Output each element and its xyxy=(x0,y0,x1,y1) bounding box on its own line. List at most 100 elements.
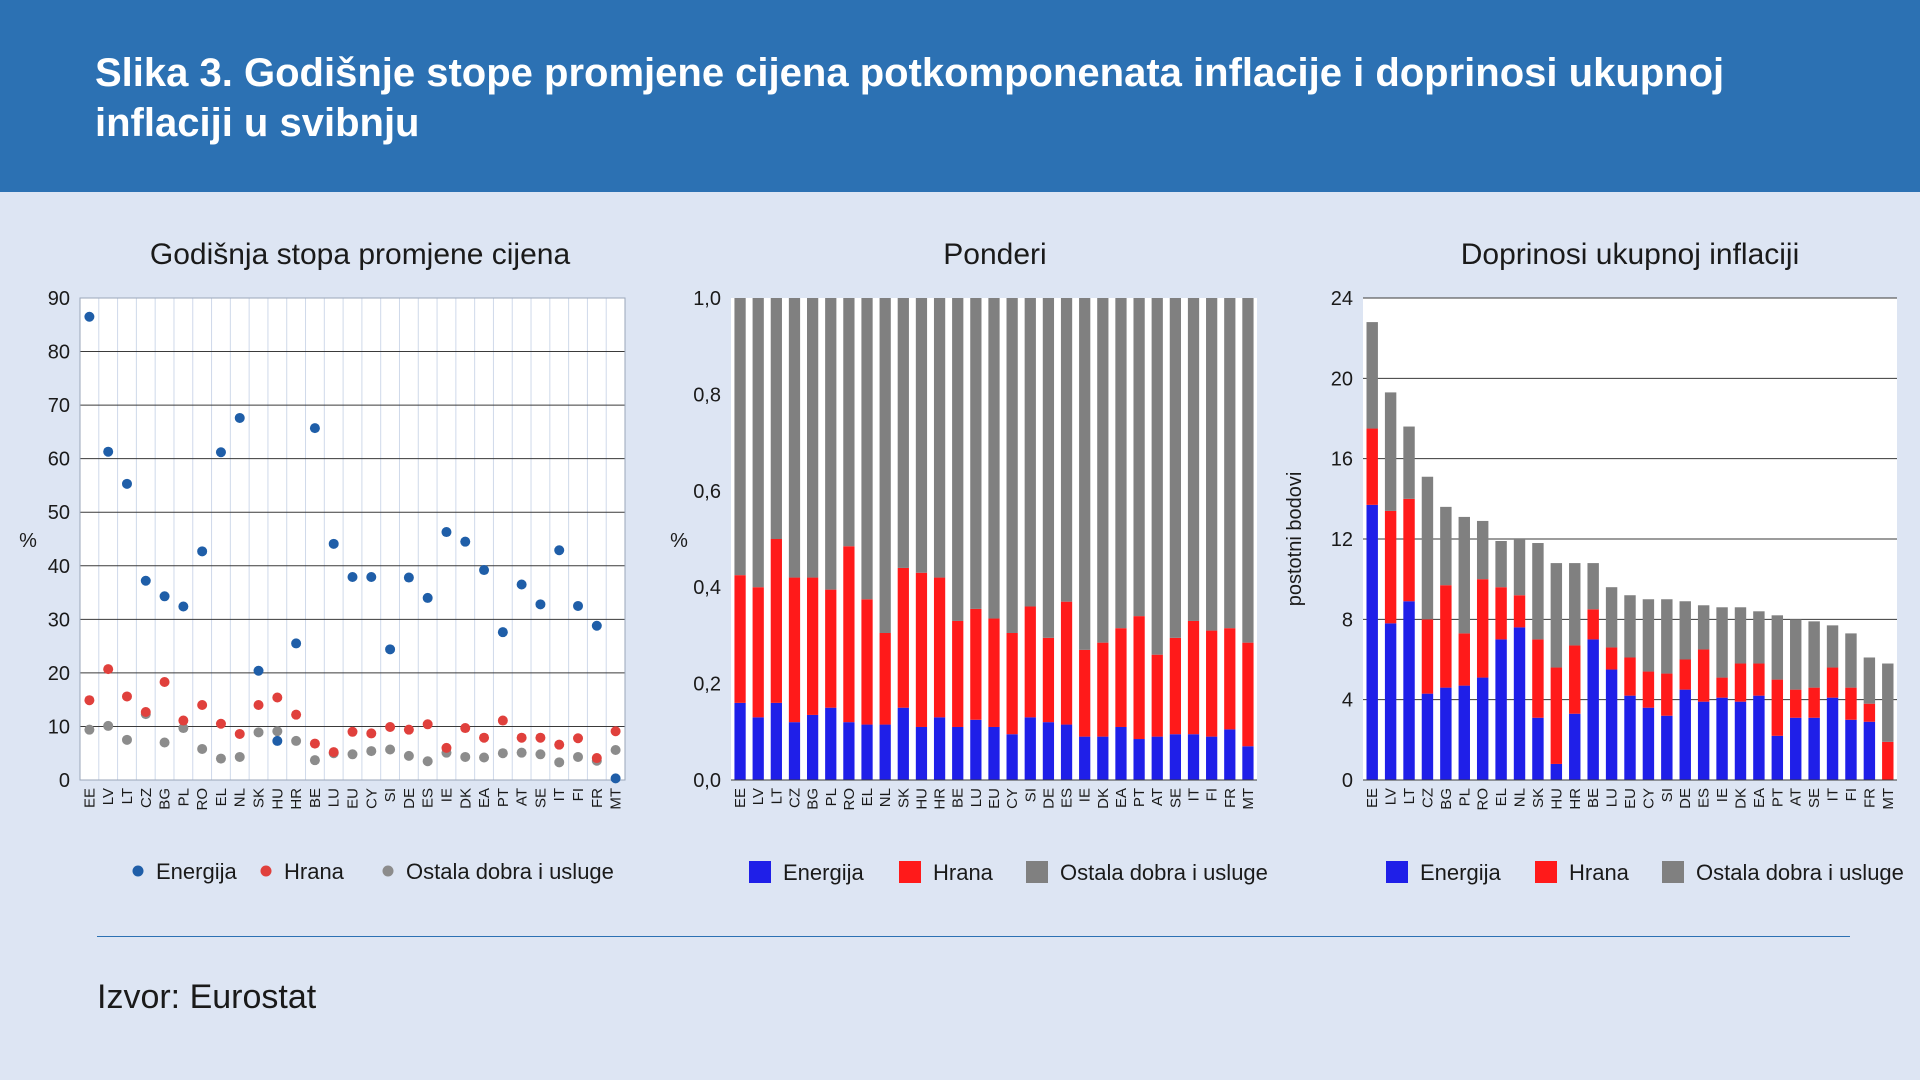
bar-2-energija-EU xyxy=(1624,695,1636,780)
bar-2-hrana-MT xyxy=(1882,741,1894,780)
plot-frame-0 xyxy=(79,297,626,781)
x-tick-label-1-CZ: CZ xyxy=(786,788,803,808)
bar-1-energija-BE xyxy=(952,726,964,780)
x-tick-label-0-CZ: CZ xyxy=(138,788,155,808)
x-tick-label-1-HR: HR xyxy=(932,788,949,810)
bar-1-hrana-SI xyxy=(1024,606,1036,718)
bar-1-energija-BG xyxy=(806,714,819,780)
bar-1-ostala-dobra-i-usluge-PL xyxy=(825,298,837,590)
point-hrana-SI xyxy=(385,721,396,732)
bar-1-hrana-RO xyxy=(843,546,855,723)
bar-1-energija-IE xyxy=(1079,736,1091,780)
panel-1-title: Godišnja stopa promjene cijena xyxy=(149,238,571,271)
point-energija-HR xyxy=(291,638,302,649)
bar-2-hrana-LU xyxy=(1605,647,1618,670)
legend-marker-0-0 xyxy=(132,865,144,877)
bar-1-hrana-BE xyxy=(952,620,964,727)
point-hrana-BG xyxy=(159,676,170,687)
legend-marker-2-0 xyxy=(1386,861,1408,883)
y-tick-label-0-9: 90 xyxy=(48,288,70,310)
legend-label-2-2: Ostala dobra i usluge xyxy=(1696,860,1904,885)
bar-1-hrana-BG xyxy=(806,577,819,715)
bar-2-hrana-LT xyxy=(1403,498,1415,602)
bar-1-ostala-dobra-i-usluge-HR xyxy=(933,298,946,578)
bar-1-ostala-dobra-i-usluge-DK xyxy=(1097,298,1109,643)
bar-2-energija-CY xyxy=(1642,707,1655,780)
point-ostala-dobra-i-usluge-BE xyxy=(309,755,320,766)
x-tick-label-0-BG: BG xyxy=(157,788,174,810)
bar-1-energija-AT xyxy=(1151,736,1163,780)
legend-label-1-0: Energija xyxy=(783,860,864,885)
x-tick-label-1-SE: SE xyxy=(1167,788,1184,808)
x-tick-label-2-FI: FI xyxy=(1843,788,1860,801)
point-hrana-EL xyxy=(215,718,226,729)
bar-1-ostala-dobra-i-usluge-LU xyxy=(970,298,982,609)
source-note: Izvor: Eurostat xyxy=(97,978,317,1016)
bar-2-ostala-dobra-i-usluge-EE xyxy=(1366,322,1378,429)
bar-2-hrana-SK xyxy=(1532,639,1544,718)
bar-2-ostala-dobra-i-usluge-SK xyxy=(1532,543,1544,640)
bar-2-hrana-FI xyxy=(1845,687,1857,720)
bar-1-ostala-dobra-i-usluge-LT xyxy=(770,298,782,539)
bar-1-ostala-dobra-i-usluge-CZ xyxy=(788,298,801,578)
point-ostala-dobra-i-usluge-NL xyxy=(234,751,245,762)
point-energija-BG xyxy=(159,591,170,602)
x-tick-label-0-DK: DK xyxy=(457,788,474,809)
point-energija-FI xyxy=(573,600,584,611)
legend-marker-1-0 xyxy=(749,861,771,883)
bar-2-energija-NL xyxy=(1513,627,1526,780)
bar-1-ostala-dobra-i-usluge-SK xyxy=(897,298,909,568)
bar-2-hrana-RO xyxy=(1476,579,1489,678)
bar-2-energija-CZ xyxy=(1421,693,1434,780)
legend-label-0-2: Ostala dobra i usluge xyxy=(406,859,614,884)
point-hrana-DE xyxy=(403,724,414,735)
bar-1-energija-HU xyxy=(915,726,928,780)
point-energija-NL xyxy=(234,412,245,423)
point-ostala-dobra-i-usluge-HU xyxy=(272,726,283,737)
bar-2-energija-HR xyxy=(1569,713,1581,780)
bar-2-hrana-NL xyxy=(1513,595,1526,628)
x-tick-label-2-EE: EE xyxy=(1364,788,1381,808)
point-energija-CY xyxy=(366,572,377,583)
bar-1-hrana-MT xyxy=(1242,642,1254,747)
legend-marker-1-2 xyxy=(1026,861,1048,883)
x-tick-label-2-CZ: CZ xyxy=(1419,788,1436,808)
bar-2-hrana-IT xyxy=(1826,667,1839,698)
bar-2-ostala-dobra-i-usluge-DE xyxy=(1679,601,1691,660)
x-tick-label-2-DE: DE xyxy=(1677,788,1694,809)
point-hrana-HU xyxy=(272,692,283,703)
legend-label-1-1: Hrana xyxy=(933,860,994,885)
x-tick-label-1-BG: BG xyxy=(805,788,822,810)
bar-2-energija-ES xyxy=(1697,701,1710,780)
point-ostala-dobra-i-usluge-SI xyxy=(385,744,396,755)
point-energija-EU xyxy=(347,572,358,583)
point-ostala-dobra-i-usluge-SE xyxy=(535,749,546,760)
legend-marker-1-1 xyxy=(899,861,921,883)
bar-1-energija-DK xyxy=(1097,736,1109,780)
bar-1-energija-RO xyxy=(843,722,855,780)
x-tick-label-0-HU: HU xyxy=(269,788,286,810)
bar-2-ostala-dobra-i-usluge-HR xyxy=(1569,563,1581,646)
point-energija-HU xyxy=(272,735,283,746)
bar-1-ostala-dobra-i-usluge-NL xyxy=(879,298,891,633)
panel-3-title: Doprinosi ukupnoj inflaciji xyxy=(1460,238,1800,271)
bar-2-energija-AT xyxy=(1790,717,1802,780)
y-tick-label-2-2: 8 xyxy=(1342,609,1353,631)
x-tick-label-0-SE: SE xyxy=(532,788,549,808)
figure-header: Slika 3. Godišnje stope promjene cijena … xyxy=(0,0,1920,192)
point-energija-IE xyxy=(441,527,452,538)
bar-2-ostala-dobra-i-usluge-SI xyxy=(1661,599,1673,674)
point-energija-LV xyxy=(103,446,114,457)
x-tick-label-0-EU: EU xyxy=(345,788,362,809)
x-tick-label-2-FR: FR xyxy=(1861,788,1878,808)
bar-2-hrana-IE xyxy=(1716,677,1728,698)
point-energija-EL xyxy=(215,447,226,458)
bar-2-hrana-PL xyxy=(1458,633,1470,686)
x-tick-label-1-LV: LV xyxy=(750,788,767,805)
x-tick-label-2-ES: ES xyxy=(1696,788,1713,808)
bar-2-ostala-dobra-i-usluge-EA xyxy=(1753,611,1765,664)
x-tick-label-1-RO: RO xyxy=(841,788,858,811)
x-tick-label-2-SE: SE xyxy=(1806,788,1823,808)
x-tick-label-1-MT: MT xyxy=(1240,788,1257,810)
